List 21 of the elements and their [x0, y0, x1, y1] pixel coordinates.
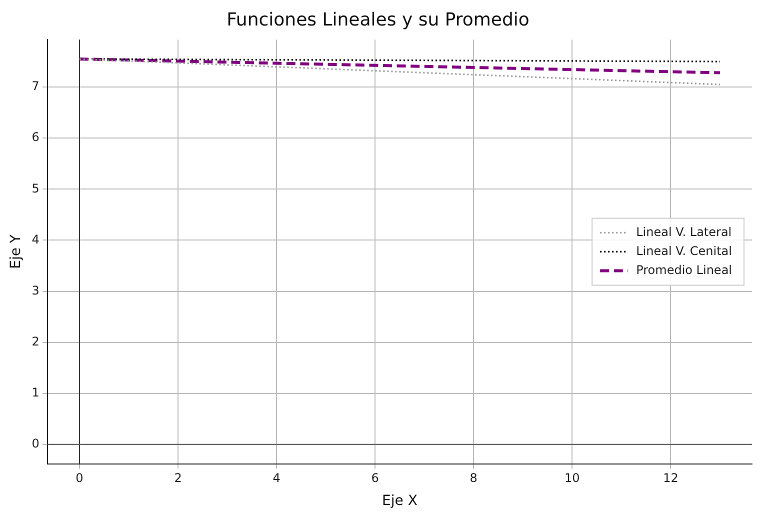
- legend-label: Lineal V. Lateral: [636, 224, 732, 239]
- y-tick-label: 1: [32, 385, 40, 400]
- chart-title: Funciones Lineales y su Promedio: [226, 9, 530, 30]
- y-axis-title: Eje Y: [8, 234, 24, 269]
- x-tick-label: 0: [76, 471, 84, 486]
- y-tick-label: 5: [32, 181, 40, 196]
- x-tick-label: 4: [272, 471, 280, 486]
- x-tick-label: 2: [174, 471, 182, 486]
- x-axis-title: Eje X: [382, 493, 418, 510]
- x-tick-label: 10: [564, 471, 580, 486]
- legend-label: Promedio Lineal: [636, 262, 732, 277]
- y-tick-label: 7: [32, 79, 40, 94]
- y-tick-label: 3: [32, 283, 40, 298]
- y-tick-label: 0: [32, 436, 40, 451]
- y-tick-label: 4: [32, 232, 40, 246]
- y-tick-label: 2: [32, 334, 40, 348]
- x-tick-label: 12: [663, 471, 678, 486]
- y-tick-label: 6: [32, 130, 40, 144]
- x-tick-label: 6: [371, 471, 379, 486]
- legend-label: Lineal V. Cenital: [636, 244, 732, 258]
- x-tick-label: 8: [470, 471, 478, 486]
